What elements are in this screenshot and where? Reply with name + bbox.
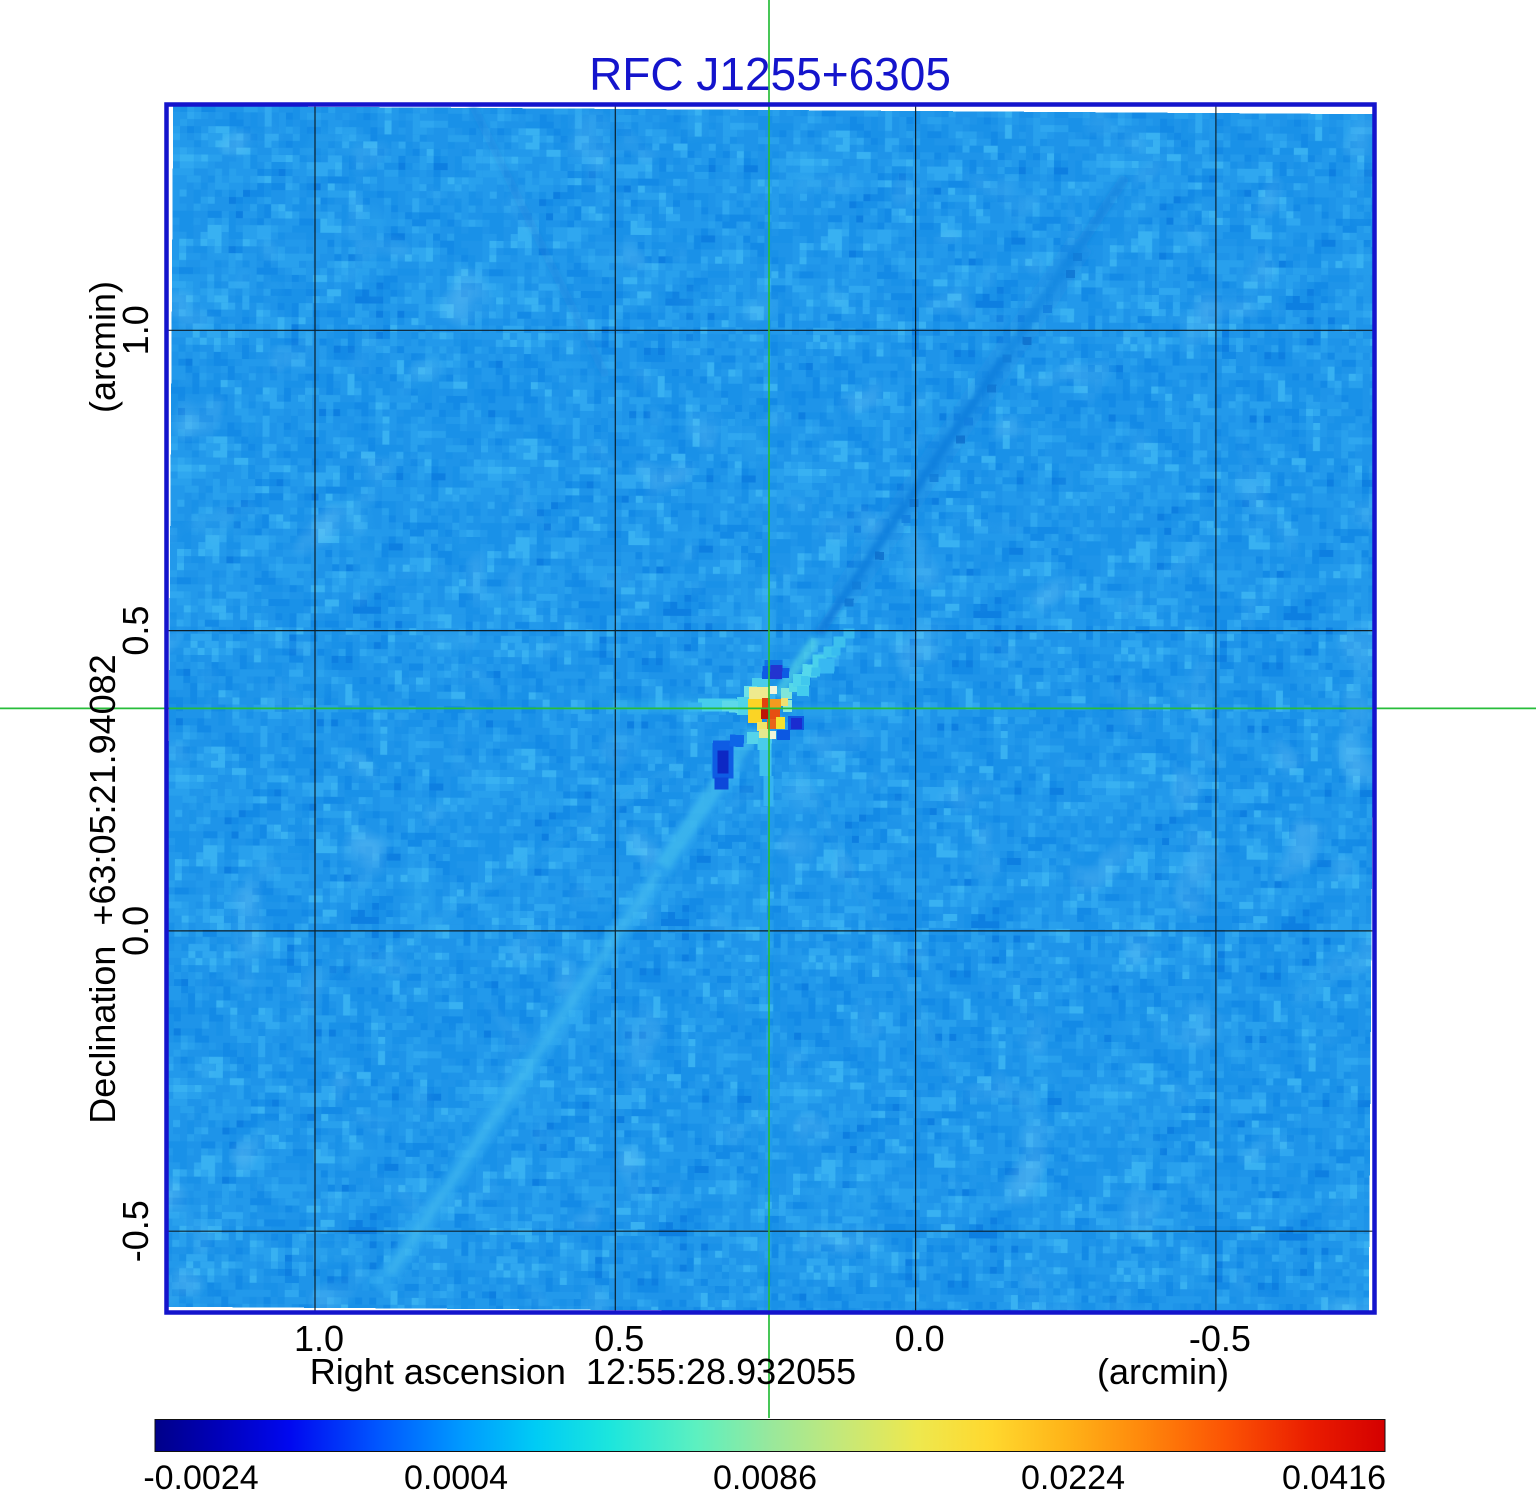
svg-text:0.0: 0.0 bbox=[115, 906, 156, 956]
svg-text:0.0224: 0.0224 bbox=[1021, 1459, 1125, 1497]
svg-text:0.0086: 0.0086 bbox=[713, 1459, 817, 1497]
svg-text:RFC J1255+6305: RFC J1255+6305 bbox=[589, 48, 951, 100]
svg-text:Right ascension 12:55:28.9320: Right ascension 12:55:28.932055 bbox=[310, 1351, 856, 1392]
svg-text:0.0004: 0.0004 bbox=[404, 1459, 508, 1497]
svg-text:0.0: 0.0 bbox=[895, 1318, 945, 1359]
svg-text:-0.5: -0.5 bbox=[1189, 1318, 1251, 1359]
svg-text:1.0: 1.0 bbox=[115, 305, 156, 355]
svg-text:-0.0024: -0.0024 bbox=[143, 1459, 258, 1497]
svg-text:1.0: 1.0 bbox=[294, 1318, 344, 1359]
svg-text:Declination +63:05:21.94082: Declination +63:05:21.94082 bbox=[82, 654, 123, 1123]
svg-text:0.0416: 0.0416 bbox=[1282, 1459, 1386, 1497]
svg-text:-0.5: -0.5 bbox=[115, 1200, 156, 1262]
svg-text:0.5: 0.5 bbox=[594, 1318, 644, 1359]
svg-text:(arcmin): (arcmin) bbox=[82, 281, 123, 413]
svg-text:(arcmin): (arcmin) bbox=[1097, 1351, 1229, 1392]
svg-text:0.5: 0.5 bbox=[115, 606, 156, 656]
